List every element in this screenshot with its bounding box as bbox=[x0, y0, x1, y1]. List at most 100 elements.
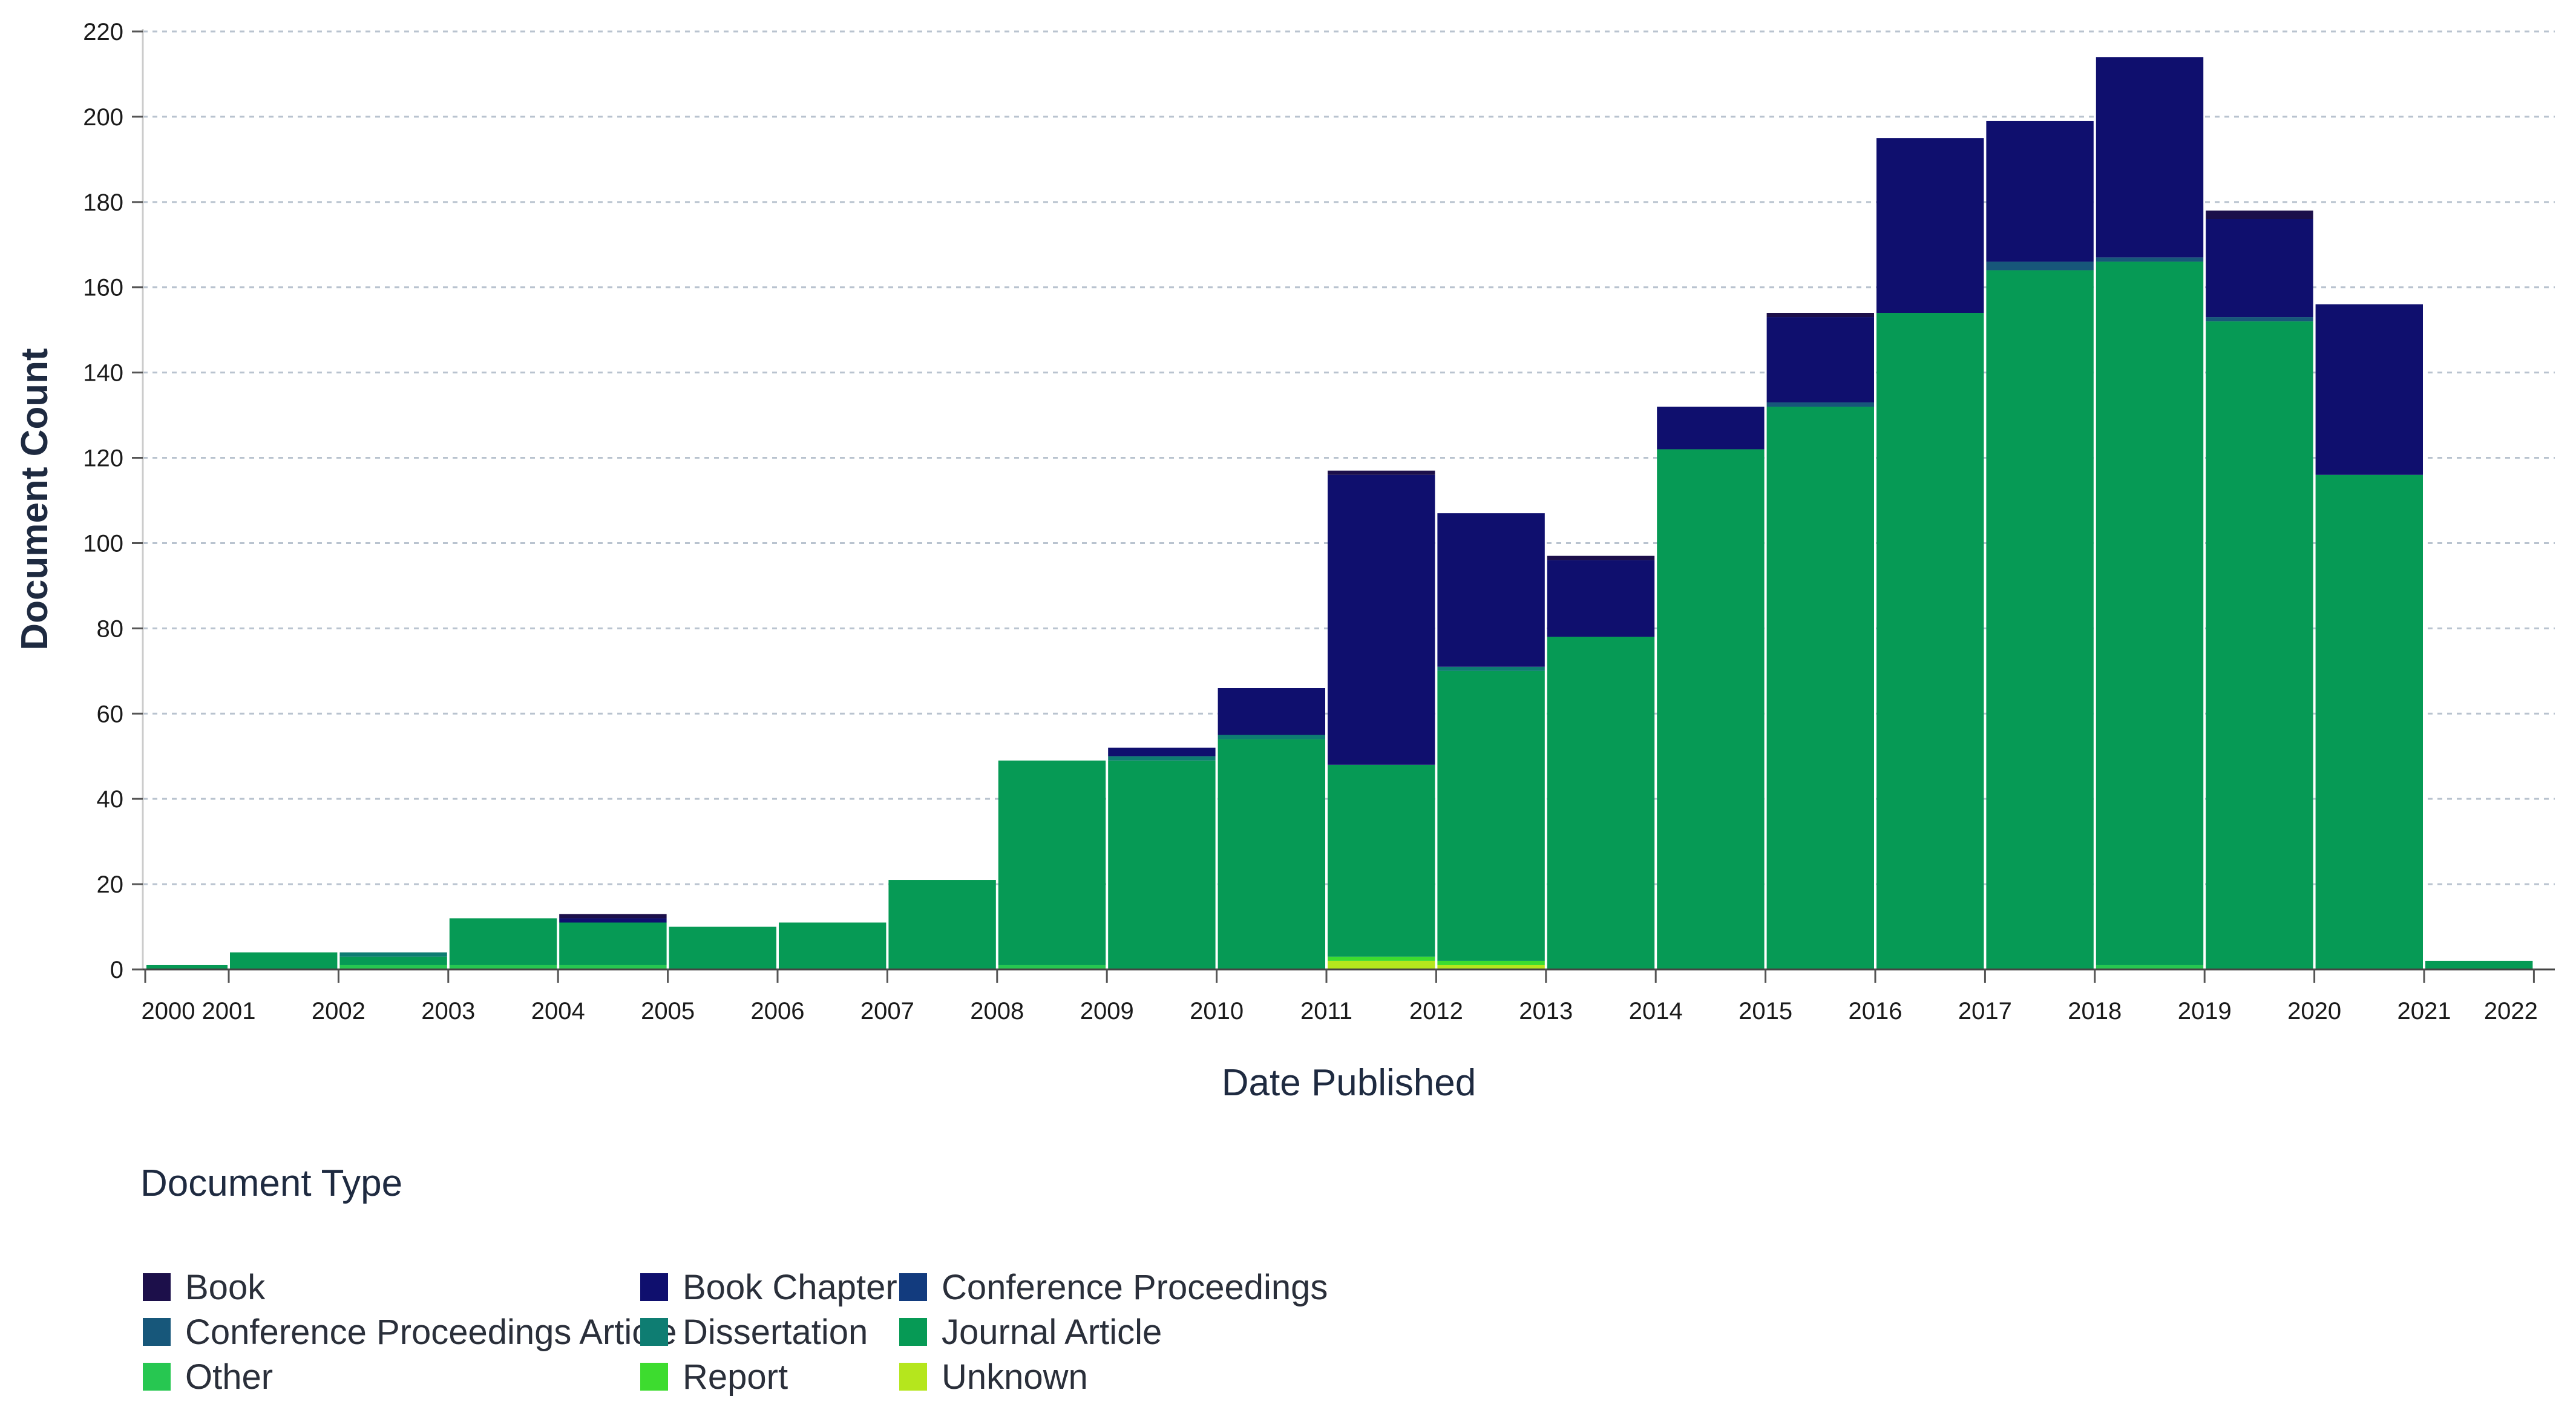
legend-item-dissertation[interactable]: Dissertation bbox=[640, 1311, 868, 1353]
legend-label: Unknown bbox=[942, 1357, 1088, 1397]
x-tick-label-2012: 2012 bbox=[1409, 998, 1463, 1025]
x-tick-label-2011: 2011 bbox=[1300, 998, 1352, 1025]
bar-2018-other[interactable] bbox=[2096, 965, 2204, 969]
bar-2017-journal-article[interactable] bbox=[1986, 270, 2094, 970]
x-tick-label-2013: 2013 bbox=[1519, 998, 1573, 1025]
bar-2016-journal-article[interactable] bbox=[1876, 313, 1984, 969]
bar-2006-journal-article[interactable] bbox=[779, 922, 887, 970]
bar-2011-journal-article[interactable] bbox=[1328, 764, 1435, 957]
bar-2013-journal-article[interactable] bbox=[1547, 637, 1655, 969]
y-tick-label: 20 bbox=[97, 871, 124, 898]
x-tick-label-2019: 2019 bbox=[2178, 998, 2232, 1025]
bar-2008-other[interactable] bbox=[998, 965, 1106, 969]
legend-item-conference-proceedings-article[interactable]: Conference Proceedings Article bbox=[143, 1311, 677, 1353]
y-tick-label: 80 bbox=[97, 615, 124, 642]
bar-2015-book[interactable] bbox=[1766, 313, 1874, 318]
bar-2020-book-chapter[interactable] bbox=[2315, 304, 2423, 475]
bar-2018-conference-proceedings-article[interactable] bbox=[2096, 257, 2204, 262]
x-tick-label-2015: 2015 bbox=[1739, 998, 1792, 1025]
legend-label: Dissertation bbox=[683, 1312, 868, 1352]
bar-2002-dissertation[interactable] bbox=[339, 952, 447, 957]
bar-2020-journal-article[interactable] bbox=[2315, 474, 2423, 969]
bar-2011-book-chapter[interactable] bbox=[1328, 474, 1435, 765]
bar-2012-book-chapter[interactable] bbox=[1437, 513, 1545, 667]
bar-2017-conference-proceedings-article[interactable] bbox=[1986, 261, 2094, 270]
x-tick-label-2017: 2017 bbox=[1958, 998, 2012, 1025]
bar-2004-other[interactable] bbox=[559, 965, 667, 969]
bar-2000-journal-article[interactable] bbox=[146, 965, 228, 969]
bar-2009-dissertation[interactable] bbox=[1108, 756, 1216, 761]
bar-2007-journal-article[interactable] bbox=[888, 880, 996, 969]
bar-2011-unknown[interactable] bbox=[1328, 960, 1435, 969]
bar-2019-book-chapter[interactable] bbox=[2206, 219, 2313, 318]
legend-item-conference-proceedings[interactable]: Conference Proceedings bbox=[899, 1266, 1328, 1308]
bar-2018-book-chapter[interactable] bbox=[2096, 57, 2204, 258]
legend-swatch bbox=[640, 1273, 668, 1301]
bar-2019-book[interactable] bbox=[2206, 210, 2313, 219]
bar-2018-journal-article[interactable] bbox=[2096, 261, 2204, 965]
bar-2015-book-chapter[interactable] bbox=[1766, 317, 1874, 402]
bar-2002-other[interactable] bbox=[339, 965, 447, 969]
bar-2017-book-chapter[interactable] bbox=[1986, 120, 2094, 262]
bar-2009-book-chapter[interactable] bbox=[1108, 747, 1216, 756]
bar-2002-journal-article[interactable] bbox=[339, 956, 447, 965]
y-tick-label: 180 bbox=[83, 189, 123, 216]
bar-2015-conference-proceedings-article[interactable] bbox=[1766, 402, 1874, 407]
x-tick-label-2008: 2008 bbox=[970, 998, 1024, 1025]
bar-2013-book-chapter[interactable] bbox=[1547, 560, 1655, 637]
bar-2015-journal-article[interactable] bbox=[1766, 407, 1874, 969]
bar-2010-book-chapter[interactable] bbox=[1218, 688, 1325, 735]
x-tick-label-2002: 2002 bbox=[312, 998, 365, 1025]
y-axis-title: Document Count bbox=[14, 348, 56, 650]
bar-2012-journal-article[interactable] bbox=[1437, 670, 1545, 961]
x-tick-label-2014: 2014 bbox=[1629, 998, 1683, 1025]
bar-2021-journal-article[interactable] bbox=[2425, 960, 2533, 969]
bar-2004-journal-article[interactable] bbox=[559, 922, 667, 965]
legend-item-book[interactable]: Book bbox=[143, 1266, 265, 1308]
bar-2011-book[interactable] bbox=[1328, 470, 1435, 475]
bar-2012-unknown[interactable] bbox=[1437, 965, 1545, 969]
legend-swatch bbox=[899, 1363, 927, 1391]
y-tick-label: 220 bbox=[83, 19, 123, 45]
legend-label: Other bbox=[185, 1357, 274, 1397]
legend-item-report[interactable]: Report bbox=[640, 1356, 788, 1398]
bar-2003-other[interactable] bbox=[449, 965, 557, 969]
bar-2011-report[interactable] bbox=[1328, 956, 1435, 961]
bar-2009-journal-article[interactable] bbox=[1108, 760, 1216, 969]
x-tick-label-2021: 2021 bbox=[2397, 998, 2451, 1025]
bar-2016-book-chapter[interactable] bbox=[1876, 138, 1984, 313]
legend-swatch bbox=[143, 1318, 171, 1346]
bar-2012-report[interactable] bbox=[1437, 960, 1545, 965]
bar-2019-journal-article[interactable] bbox=[2206, 321, 2313, 970]
bar-2013-book[interactable] bbox=[1547, 556, 1655, 560]
x-tick-label-2010: 2010 bbox=[1190, 998, 1244, 1025]
x-tick-label-2022: 2022 bbox=[2484, 998, 2538, 1025]
bar-2019-conference-proceedings-article[interactable] bbox=[2206, 317, 2313, 322]
x-tick-label-2004: 2004 bbox=[531, 998, 585, 1025]
legend-label: Journal Article bbox=[942, 1312, 1162, 1352]
bar-2001-journal-article[interactable] bbox=[230, 952, 338, 969]
bars bbox=[146, 57, 2533, 970]
bar-2010-dissertation[interactable] bbox=[1218, 735, 1325, 739]
bar-2004-book[interactable] bbox=[559, 914, 667, 919]
legend-swatch bbox=[640, 1318, 668, 1346]
bar-2005-journal-article[interactable] bbox=[669, 926, 776, 969]
legend-label: Conference Proceedings Article bbox=[185, 1312, 677, 1352]
legend-item-unknown[interactable]: Unknown bbox=[899, 1356, 1088, 1398]
x-tick-label-2018: 2018 bbox=[2068, 998, 2122, 1025]
y-tick-label: 140 bbox=[83, 360, 123, 387]
bar-2010-journal-article[interactable] bbox=[1218, 739, 1325, 969]
x-axis-title: Date Published bbox=[1222, 1062, 1476, 1104]
bar-2003-journal-article[interactable] bbox=[449, 918, 557, 965]
bar-2008-journal-article[interactable] bbox=[998, 760, 1106, 965]
legend-label: Report bbox=[683, 1357, 788, 1397]
bar-2012-dissertation[interactable] bbox=[1437, 666, 1545, 671]
bar-2014-book-chapter[interactable] bbox=[1657, 407, 1765, 450]
bar-2004-book-chapter[interactable] bbox=[559, 918, 667, 923]
y-tick-label: 100 bbox=[83, 530, 123, 557]
bar-2014-journal-article[interactable] bbox=[1657, 449, 1765, 969]
legend-item-other[interactable]: Other bbox=[143, 1356, 273, 1398]
legend-swatch bbox=[899, 1318, 927, 1346]
legend-item-journal-article[interactable]: Journal Article bbox=[899, 1311, 1162, 1353]
legend-item-book-chapter[interactable]: Book Chapter bbox=[640, 1266, 897, 1308]
